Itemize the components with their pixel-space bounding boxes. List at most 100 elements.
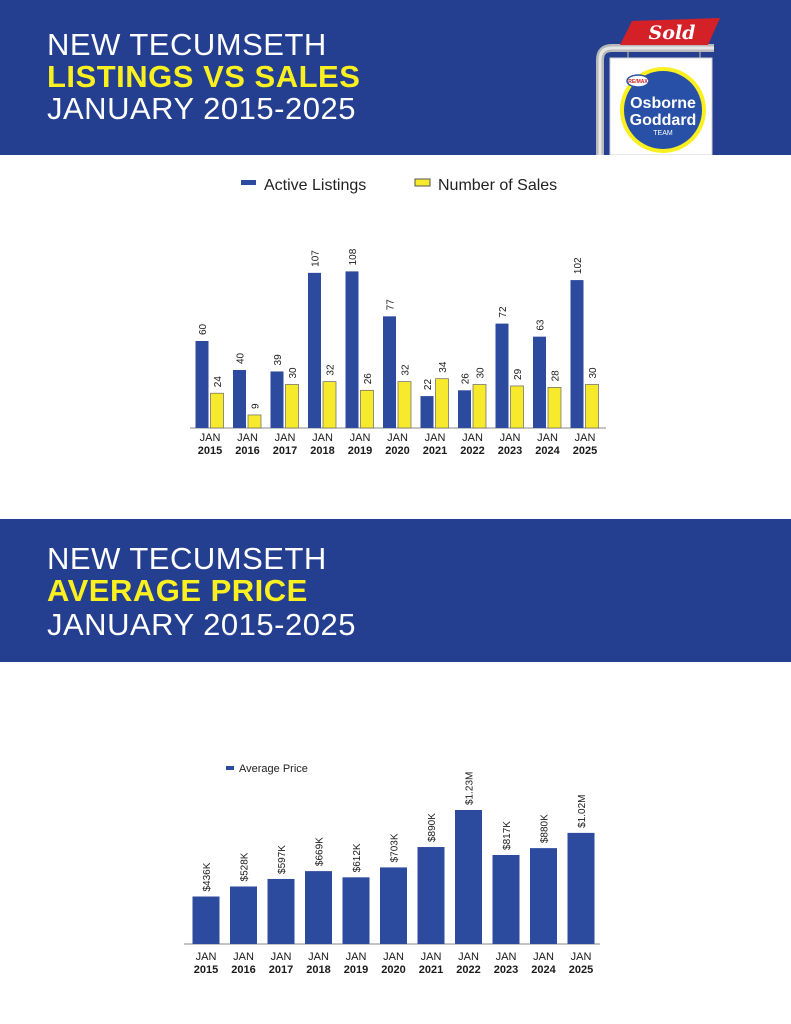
x-tick-label-month: JAN — [571, 951, 592, 963]
bar-average-price — [492, 854, 520, 944]
bar-average-price — [230, 886, 257, 944]
x-tick-label-month: JAN — [233, 951, 254, 963]
x-tick-label-month: JAN — [387, 432, 408, 444]
data-label: $436K — [202, 862, 213, 891]
x-tick-label-month: JAN — [308, 951, 329, 963]
data-label: $528K — [240, 852, 251, 881]
x-tick-label-year: 2017 — [269, 964, 293, 976]
bar-average-price — [530, 848, 557, 944]
banner-title-date: JANUARY 2015-2025 — [47, 91, 356, 126]
x-tick-label-year: 2022 — [460, 445, 484, 457]
sold-sign-logo: Sold RE/MAX Osborne Goddard TEAM — [596, 18, 720, 155]
data-label: 102 — [573, 257, 584, 274]
banner-title-highlight: LISTINGS VS SALES — [47, 59, 361, 94]
banner-title-line1: NEW TECUMSETH — [47, 27, 327, 62]
x-tick-label-month: JAN — [575, 432, 596, 444]
x-tick-label-month: JAN — [458, 951, 479, 963]
header-banner-average-price: NEW TECUMSETH AVERAGE PRICE JANUARY 2015… — [0, 519, 791, 662]
x-tick-label-year: 2018 — [306, 964, 330, 976]
bar-active-listings — [308, 272, 321, 428]
logo-text-team: TEAM — [653, 130, 673, 137]
bar-average-price — [192, 896, 220, 944]
bar-active-listings — [458, 390, 471, 428]
bar-number-of-sales — [547, 387, 562, 429]
x-tick-label-month: JAN — [196, 951, 217, 963]
legend-label-average-price: Average Price — [239, 763, 308, 775]
banner-title-line1: NEW TECUMSETH — [47, 541, 327, 576]
bar-number-of-sales — [210, 392, 224, 429]
x-tick-label-month: JAN — [462, 432, 483, 444]
x-tick-label-year: 2024 — [531, 964, 556, 976]
average-price-chart: Average Price$436KJAN2015$528KJAN2016$59… — [184, 763, 600, 976]
x-tick-label-year: 2023 — [498, 445, 522, 457]
data-label: 72 — [498, 306, 509, 318]
data-label: 77 — [386, 299, 397, 311]
bar-number-of-sales — [360, 389, 374, 429]
legend-label-number-of-sales: Number of Sales — [438, 177, 557, 194]
bar-number-of-sales — [472, 384, 487, 429]
bar-active-listings — [195, 341, 209, 428]
data-label: 32 — [326, 364, 337, 376]
bar-average-price — [342, 877, 370, 944]
bar-number-of-sales — [322, 381, 337, 429]
bar-number-of-sales — [285, 384, 299, 429]
remax-badge — [626, 74, 650, 88]
data-label: 108 — [348, 248, 359, 265]
x-tick-label-month: JAN — [275, 432, 296, 444]
remax-badge-text: RE/MAX — [628, 79, 648, 85]
logo-text-osborne: Osborne — [630, 95, 696, 112]
x-tick-label-month: JAN — [237, 432, 258, 444]
data-label: 60 — [198, 323, 209, 335]
bar-number-of-sales — [585, 384, 599, 429]
data-label: 26 — [363, 373, 374, 385]
bar-average-price — [380, 867, 407, 944]
data-label: 63 — [536, 319, 547, 331]
legend-swatch-average-price — [226, 766, 234, 770]
data-label: 29 — [513, 368, 524, 380]
data-label: $597K — [277, 845, 288, 874]
bar-number-of-sales — [510, 385, 524, 429]
data-label: 40 — [236, 352, 247, 364]
bar-active-listings — [570, 280, 584, 428]
data-label: 9 — [251, 403, 262, 409]
x-tick-label-month: JAN — [200, 432, 221, 444]
data-label: $1.23M — [465, 772, 476, 805]
data-label: 24 — [213, 376, 224, 388]
x-tick-label-month: JAN — [350, 432, 371, 444]
x-tick-label-year: 2020 — [381, 964, 405, 976]
x-tick-label-month: JAN — [383, 951, 404, 963]
bar-active-listings — [495, 323, 509, 428]
x-tick-label-month: JAN — [500, 432, 521, 444]
x-tick-label-year: 2023 — [494, 964, 518, 976]
x-tick-label-month: JAN — [312, 432, 333, 444]
data-label: $612K — [352, 843, 363, 872]
x-tick-label-year: 2021 — [419, 964, 443, 976]
banner-title-date: JANUARY 2015-2025 — [47, 607, 356, 642]
data-label: 32 — [401, 364, 412, 376]
bar-number-of-sales — [435, 378, 449, 429]
data-label: 30 — [476, 367, 487, 379]
x-tick-label-month: JAN — [346, 951, 367, 963]
x-tick-label-year: 2017 — [273, 445, 297, 457]
x-tick-label-year: 2024 — [535, 445, 560, 457]
banner-title-highlight: AVERAGE PRICE — [47, 573, 308, 608]
data-label: $890K — [427, 813, 438, 842]
data-label: $817K — [502, 821, 513, 850]
data-label: 30 — [588, 367, 599, 379]
x-tick-label-year: 2016 — [235, 445, 259, 457]
logo-text-goddard: Goddard — [630, 112, 697, 129]
listings-vs-sales-chart: Active Listings Number of Sales6024JAN201… — [190, 177, 606, 457]
bar-active-listings — [345, 271, 359, 428]
bar-active-listings — [533, 336, 546, 428]
data-label: $703K — [390, 833, 401, 862]
bar-average-price — [305, 871, 332, 944]
x-tick-label-year: 2016 — [231, 964, 255, 976]
data-label: 22 — [423, 379, 434, 391]
bar-active-listings — [420, 396, 434, 428]
logo-circle — [624, 71, 702, 149]
bar-average-price — [455, 810, 482, 944]
data-label: 30 — [288, 367, 299, 379]
x-tick-label-year: 2025 — [573, 445, 597, 457]
data-label: 28 — [551, 370, 562, 382]
x-tick-label-month: JAN — [533, 951, 554, 963]
